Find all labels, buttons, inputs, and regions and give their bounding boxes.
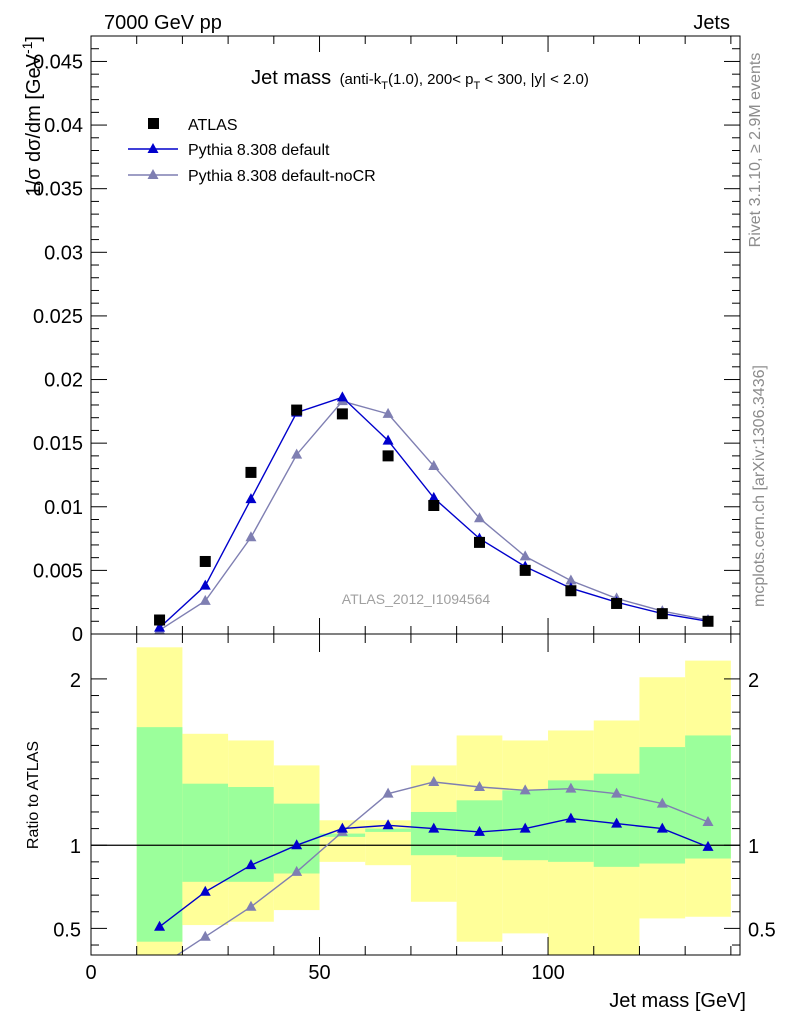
ratio-series-1-point — [473, 781, 485, 792]
main-series-2-point — [428, 460, 440, 471]
main-y-tick-label: 0 — [72, 624, 83, 646]
uncertainty-band-inner — [685, 735, 731, 859]
main-y-axis-label: 1/σ dσ/dm [GeV-1] — [19, 36, 45, 197]
main-y-tick-label: 0.035 — [33, 179, 83, 201]
uncertainty-band-inner — [410, 811, 457, 856]
main-series-2-point — [519, 550, 531, 561]
main-y-tick-label: 0.045 — [33, 51, 83, 73]
ratio-series-1-point — [428, 776, 440, 787]
x-tick-label: 50 — [308, 962, 330, 984]
ratio-series-0-point — [154, 920, 166, 931]
ratio-series-0-point — [611, 817, 623, 828]
main-y-tick-label: 0.015 — [33, 433, 83, 455]
legend-atlas-label: ATLAS — [188, 117, 238, 134]
atlas-data-point — [154, 614, 166, 626]
legend: ATLAS Pythia 8.308 default Pythia 8.308 … — [128, 117, 376, 185]
ratio-series-0-point — [656, 822, 668, 833]
uncertainty-band-inner — [273, 803, 320, 874]
main-series-2-point — [473, 512, 485, 523]
x-axis-label: Jet mass [GeV] — [609, 990, 746, 1012]
legend-atlas-marker — [148, 118, 159, 129]
main-panel: 0 0.005 0.01 0.015 0.02 0.025 0.03 0.035 0.04 0.0… — [33, 35, 741, 646]
ratio-series-0-point — [291, 839, 303, 850]
main-title: Jet mass (anti-kT(1.0), 200< pT < 300, |… — [251, 67, 589, 92]
legend-nocr-label: Pythia 8.308 default-noCR — [188, 168, 376, 185]
ratio-series-0-point — [428, 822, 440, 833]
ratio-series-0-point — [565, 812, 577, 823]
ratio-series-0-point — [336, 822, 348, 833]
ratio-series-1-point — [382, 787, 394, 798]
analysis-watermark: ATLAS_2012_I1094564 — [342, 591, 491, 607]
main-series-2-point — [291, 448, 303, 459]
uncertainty-band-inner — [136, 727, 183, 942]
main-y-tick-label: 0.04 — [44, 115, 83, 137]
main-series-1-point — [382, 434, 394, 445]
atlas-data-point — [565, 585, 577, 597]
mcplots-reference-text: mcplots.cern.ch [arXiv:1306.3436] — [751, 365, 768, 607]
ratio-y-tick-label: 0.5 — [53, 919, 81, 941]
legend-nocr-marker — [147, 169, 159, 179]
ratio-series-0-point — [702, 840, 714, 851]
main-y-tick-label: 0.01 — [44, 497, 83, 519]
ratio-series-0-point — [473, 825, 485, 836]
main-y-tick-label: 0.025 — [33, 306, 83, 328]
ratio-series-1-point — [611, 787, 623, 798]
uncertainty-band-inner — [182, 783, 229, 882]
main-series-2-point — [565, 574, 577, 585]
atlas-data-point — [336, 408, 348, 420]
header-left: 7000 GeV pp — [104, 12, 222, 34]
atlas-data-point — [519, 564, 531, 576]
ratio-panel: 0.5 0.5 1 1 2 2 0 50 100 — [53, 633, 776, 984]
rivet-version-text: Rivet 3.1.10, ≥ 2.9M events — [747, 53, 764, 248]
main-series-2-point — [199, 594, 211, 605]
main-y-tick-label: 0.03 — [44, 242, 83, 264]
ratio-y-axis-label: Ratio to ATLAS — [25, 741, 42, 849]
atlas-data-point — [702, 615, 714, 627]
main-title-name: Jet mass — [251, 67, 331, 89]
main-series-2-point — [382, 407, 394, 418]
main-series-1-point — [245, 493, 257, 504]
ratio-series-0-point — [382, 819, 394, 830]
main-series-1-point — [336, 391, 348, 402]
ratio-y-tick-label: 2 — [70, 670, 81, 692]
ratio-series-1-point — [245, 900, 257, 911]
ratio-series-1-point — [702, 815, 714, 826]
x-tick-label: 100 — [531, 962, 564, 984]
ratio-y-tick-label-right: 2 — [748, 670, 759, 692]
atlas-data-point — [291, 404, 303, 416]
ratio-series-0-point — [519, 822, 531, 833]
legend-default-label: Pythia 8.308 default — [188, 142, 330, 159]
x-tick-label: 0 — [85, 962, 96, 984]
ratio-series-1-point — [199, 930, 211, 941]
atlas-data-point — [382, 450, 394, 462]
ratio-series-1-point — [291, 865, 303, 876]
legend-default-marker — [147, 143, 159, 153]
uncertainty-band-inner — [365, 828, 411, 832]
main-y-tick-label: 0.02 — [44, 370, 83, 392]
ratio-series-1 — [176, 776, 714, 955]
main-series-1-point — [199, 579, 211, 590]
ratio-series-0-point — [199, 885, 211, 896]
atlas-data-point — [428, 499, 440, 511]
main-series-2-point — [245, 531, 257, 542]
atlas-data-point — [473, 536, 485, 548]
ratio-frame — [90, 633, 741, 956]
ratio-series-1-point — [519, 784, 531, 795]
main-series-1-point — [428, 491, 440, 502]
atlas-data-point — [611, 597, 623, 609]
ratio-y-tick-label-right: 1 — [748, 836, 759, 858]
ratio-series-1-point — [565, 782, 577, 793]
header-right: Jets — [693, 12, 730, 34]
main-y-tick-label: 0.005 — [33, 560, 83, 582]
atlas-data-point — [245, 466, 257, 478]
atlas-data-point — [656, 608, 668, 620]
ratio-y-tick-label-right: 0.5 — [748, 919, 776, 941]
ratio-series-0-point — [245, 859, 257, 870]
ratio-series-0 — [154, 812, 714, 931]
ratio-series-1-point — [656, 797, 668, 808]
main-series-1-point — [154, 621, 166, 632]
atlas-data-point — [199, 555, 211, 567]
ratio-y-tick-label: 1 — [70, 836, 81, 858]
